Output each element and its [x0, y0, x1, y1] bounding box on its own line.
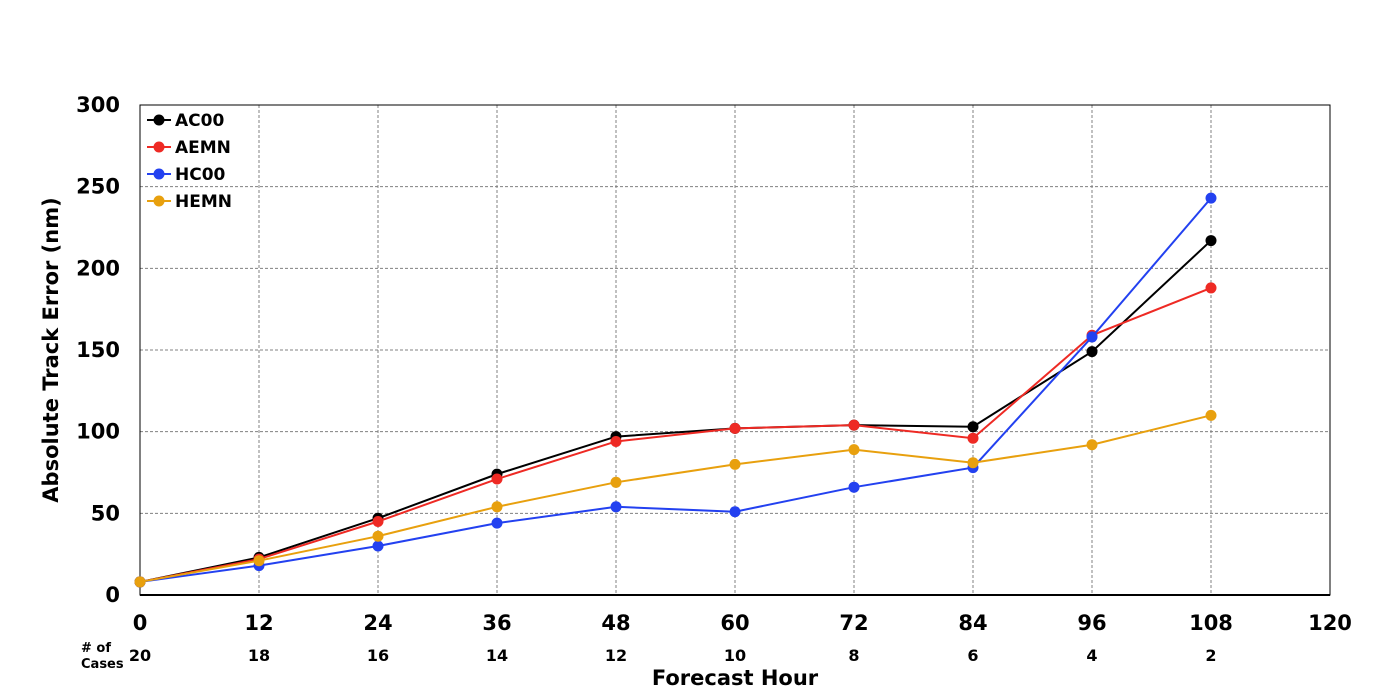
series-line-hc00	[139, 197, 1212, 583]
series-line-aemn	[139, 287, 1212, 583]
cases-value-60: 10	[724, 646, 746, 665]
cases-value-108: 2	[1205, 646, 1216, 665]
x-tick-label-72: 72	[839, 611, 868, 635]
point-hemn-12	[253, 555, 265, 567]
x-tick-label-36: 36	[482, 611, 511, 635]
legend-item-aemn: AEMN	[147, 138, 231, 158]
x-tick-label-120: 120	[1308, 611, 1352, 635]
y-axis-title: Absolute Track Error (nm)	[39, 197, 63, 502]
point-hc00-96	[1086, 331, 1098, 343]
point-hemn-96	[1086, 439, 1098, 451]
cases-label-line1: # of	[81, 641, 111, 656]
point-aemn-48	[610, 435, 622, 447]
y-tick-label-150: 150	[76, 338, 120, 362]
series-aemn	[134, 282, 1217, 588]
x-tick-label-24: 24	[363, 611, 392, 635]
cases-value-72: 8	[848, 646, 859, 665]
point-hemn-48	[610, 476, 622, 488]
series-line-hemn	[139, 414, 1212, 583]
legend-item-hc00: HC00	[147, 165, 226, 185]
cases-label-line2: Cases	[81, 657, 124, 672]
legend-item-ac00: AC00	[147, 111, 224, 131]
point-hemn-36	[491, 501, 503, 513]
point-hc00-60	[729, 506, 741, 518]
point-hc00-24	[372, 540, 384, 552]
grid-lines	[140, 105, 1330, 595]
x-tick-label-0: 0	[133, 611, 148, 635]
point-hemn-60	[729, 458, 741, 470]
point-hc00-48	[610, 501, 622, 513]
y-tick-label-0: 0	[105, 583, 120, 607]
y-tick-label-250: 250	[76, 175, 120, 199]
x-tick-label-84: 84	[958, 611, 987, 635]
point-ac00-84	[967, 421, 979, 433]
point-hc00-36	[491, 517, 503, 529]
x-tick-label-96: 96	[1077, 611, 1106, 635]
legend: AC00 AEMN HC00 HEMN	[147, 111, 232, 212]
point-hemn-72	[848, 444, 860, 456]
point-hemn-108	[1205, 409, 1217, 421]
legend-label-hc00: HC00	[175, 165, 226, 185]
point-aemn-36	[491, 473, 503, 485]
series-layer	[134, 192, 1217, 588]
point-hc00-108	[1205, 192, 1217, 204]
point-aemn-72	[848, 419, 860, 431]
point-hc00-72	[848, 481, 860, 493]
cases-value-0: 20	[129, 646, 151, 665]
y-tick-label-200: 200	[76, 256, 120, 280]
legend-item-hemn: HEMN	[147, 192, 232, 212]
x-tick-label-12: 12	[244, 611, 273, 635]
legend-marker-hc00	[153, 168, 165, 180]
x-axis-title: Forecast Hour	[652, 666, 819, 690]
cases-row: # of Cases 20 18 16 14 12 10 8 6 4 2	[81, 641, 1217, 672]
cases-value-24: 16	[367, 646, 389, 665]
point-hemn-0	[134, 576, 146, 588]
cases-value-48: 12	[605, 646, 627, 665]
legend-marker-aemn	[153, 141, 165, 153]
y-tick-labels: 0 50 100 150 200 250 300	[76, 93, 120, 607]
x-tick-label-108: 108	[1189, 611, 1233, 635]
y-tick-label-300: 300	[76, 93, 120, 117]
point-hemn-84	[967, 457, 979, 469]
legend-label-hemn: HEMN	[175, 192, 232, 212]
y-tick-label-100: 100	[76, 420, 120, 444]
series-ac00	[134, 235, 1217, 588]
point-aemn-108	[1205, 282, 1217, 294]
point-ac00-96	[1086, 346, 1098, 358]
point-hemn-24	[372, 530, 384, 542]
legend-label-aemn: AEMN	[175, 138, 231, 158]
cases-value-36: 14	[486, 646, 508, 665]
point-aemn-24	[372, 516, 384, 527]
y-tick-label-50: 50	[91, 501, 120, 525]
cases-value-84: 6	[967, 646, 978, 665]
point-aemn-84	[967, 432, 979, 444]
series-line-ac00	[139, 239, 1212, 583]
series-hc00	[134, 192, 1217, 588]
legend-label-ac00: AC00	[175, 111, 224, 131]
point-aemn-60	[729, 422, 741, 434]
legend-marker-ac00	[153, 114, 165, 126]
x-tick-labels: 0 12 24 36 48 60 72 84 96 108 120	[133, 611, 1352, 635]
x-tick-label-48: 48	[601, 611, 630, 635]
point-ac00-108	[1205, 235, 1217, 247]
cases-value-96: 4	[1086, 646, 1097, 665]
cases-value-12: 18	[248, 646, 270, 665]
series-hemn	[134, 409, 1217, 588]
x-tick-label-60: 60	[720, 611, 749, 635]
legend-marker-hemn	[153, 195, 165, 207]
